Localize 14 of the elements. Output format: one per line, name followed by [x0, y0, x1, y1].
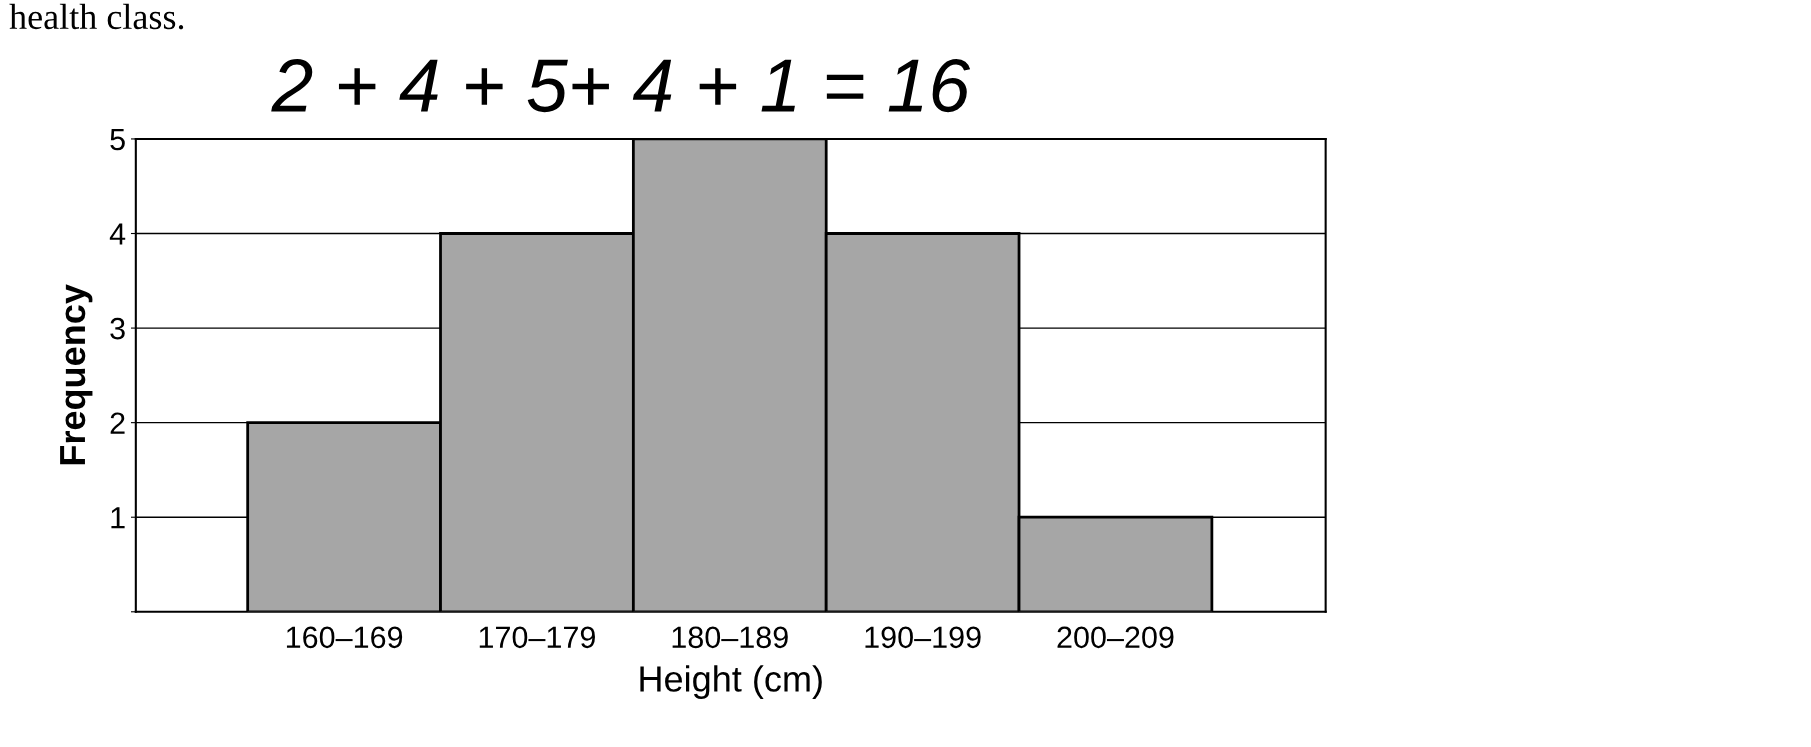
y-tick-label: 3 — [110, 317, 125, 340]
x-tick-label: 190–199 — [865, 626, 981, 649]
text: health class. — [9, 3, 184, 30]
x-tick-label: 160–169 — [286, 626, 403, 649]
y-tick-label: 5 — [110, 128, 125, 151]
x-tick-label: 180–189 — [672, 626, 788, 649]
x-tick-label: 200–209 — [1057, 626, 1174, 649]
x-tick-label: 170–179 — [479, 626, 595, 649]
y-tick-label: 2 — [110, 412, 125, 434]
text: 2 + 4 + 5+ 4 + 1 = 16 — [271, 59, 971, 113]
y-tick-label: 4 — [109, 223, 126, 245]
x-axis-title: Height (cm) — [640, 665, 822, 699]
y-tick-label: 1 — [111, 507, 125, 529]
y-axis-title: Frequency — [60, 284, 93, 465]
